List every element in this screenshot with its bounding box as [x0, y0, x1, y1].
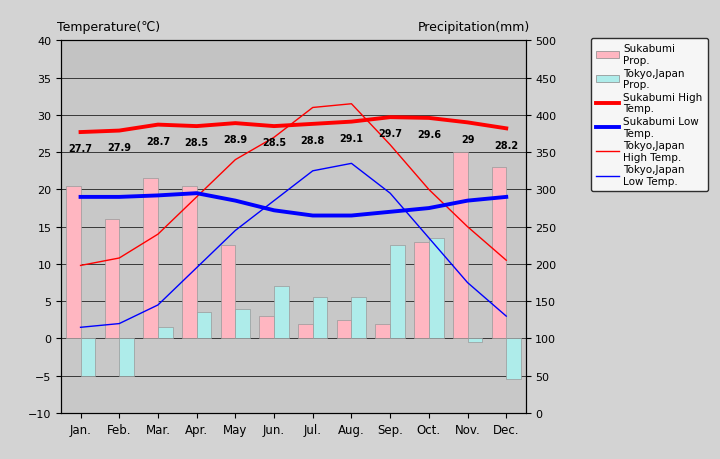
Tokyo,Japan
High Temp. — [463, 224, 472, 230]
Sukabumi Low
Temp. — [425, 206, 433, 211]
Tokyo,Japan
High Temp. — [192, 195, 201, 200]
Sukabumi Low
Temp. — [463, 198, 472, 204]
Text: 29.6: 29.6 — [417, 130, 441, 140]
Bar — [235, 309, 250, 339]
Tokyo,Japan
Low Temp. — [76, 325, 85, 330]
Text: 27.7: 27.7 — [68, 144, 93, 154]
Tokyo,Japan
Low Temp. — [502, 313, 510, 319]
Sukabumi High
Temp. — [115, 129, 124, 134]
Tokyo,Japan
High Temp. — [502, 258, 510, 263]
Bar — [390, 246, 405, 339]
Sukabumi Low
Temp. — [386, 210, 395, 215]
Tokyo,Japan
Low Temp. — [425, 235, 433, 241]
Sukabumi Low
Temp. — [308, 213, 317, 219]
Bar — [120, 339, 134, 376]
Bar — [61, 41, 526, 78]
Sukabumi High
Temp. — [231, 121, 240, 127]
Tokyo,Japan
Low Temp. — [153, 302, 162, 308]
Sukabumi Low
Temp. — [153, 193, 162, 199]
Line: Sukabumi High
Temp.: Sukabumi High Temp. — [81, 118, 506, 133]
Bar — [220, 246, 235, 339]
Text: 29.7: 29.7 — [378, 129, 402, 139]
Bar — [143, 179, 158, 339]
Tokyo,Japan
High Temp. — [347, 102, 356, 107]
Sukabumi Low
Temp. — [192, 191, 201, 196]
Sukabumi Low
Temp. — [502, 195, 510, 200]
Bar — [414, 242, 429, 339]
Line: Tokyo,Japan
Low Temp.: Tokyo,Japan Low Temp. — [81, 164, 506, 328]
Bar — [274, 287, 289, 339]
Bar — [259, 316, 274, 339]
Text: 28.7: 28.7 — [146, 136, 170, 146]
Bar — [312, 298, 328, 339]
Bar — [467, 339, 482, 342]
Sukabumi High
Temp. — [502, 126, 510, 132]
Tokyo,Japan
High Temp. — [153, 232, 162, 237]
Text: 28.9: 28.9 — [223, 135, 248, 145]
Sukabumi High
Temp. — [463, 120, 472, 126]
Bar — [351, 298, 366, 339]
Line: Sukabumi Low
Temp.: Sukabumi Low Temp. — [81, 194, 506, 216]
Bar — [506, 339, 521, 380]
Bar — [492, 168, 506, 339]
Tokyo,Japan
Low Temp. — [386, 191, 395, 196]
Sukabumi Low
Temp. — [76, 195, 85, 200]
Bar — [298, 324, 312, 339]
Tokyo,Japan
High Temp. — [231, 157, 240, 163]
Sukabumi Low
Temp. — [231, 198, 240, 204]
Sukabumi High
Temp. — [347, 120, 356, 125]
Text: 27.9: 27.9 — [107, 142, 131, 152]
Tokyo,Japan
High Temp. — [270, 135, 279, 141]
Tokyo,Japan
Low Temp. — [347, 161, 356, 167]
Text: Precipitation(mm): Precipitation(mm) — [418, 21, 530, 34]
Text: 29.1: 29.1 — [339, 134, 364, 144]
Line: Tokyo,Japan
High Temp.: Tokyo,Japan High Temp. — [81, 105, 506, 266]
Tokyo,Japan
High Temp. — [386, 143, 395, 148]
Text: 28.2: 28.2 — [494, 140, 518, 150]
Tokyo,Japan
High Temp. — [115, 256, 124, 261]
Tokyo,Japan
High Temp. — [425, 187, 433, 193]
Sukabumi High
Temp. — [308, 122, 317, 127]
Sukabumi High
Temp. — [153, 123, 162, 128]
Tokyo,Japan
Low Temp. — [231, 228, 240, 234]
Sukabumi High
Temp. — [192, 124, 201, 129]
Tokyo,Japan
High Temp. — [76, 263, 85, 269]
Bar — [182, 186, 197, 339]
Sukabumi High
Temp. — [76, 130, 85, 135]
Tokyo,Japan
High Temp. — [308, 106, 317, 111]
Bar — [337, 320, 351, 339]
Bar — [66, 186, 81, 339]
Sukabumi Low
Temp. — [115, 195, 124, 200]
Tokyo,Japan
Low Temp. — [115, 321, 124, 327]
Tokyo,Japan
Low Temp. — [192, 265, 201, 271]
Tokyo,Japan
Low Temp. — [463, 280, 472, 285]
Sukabumi Low
Temp. — [270, 208, 279, 213]
Text: 28.8: 28.8 — [301, 136, 325, 146]
Text: 28.5: 28.5 — [262, 138, 286, 148]
Bar — [429, 238, 444, 339]
Tokyo,Japan
Low Temp. — [308, 168, 317, 174]
Bar — [197, 313, 212, 339]
Sukabumi High
Temp. — [270, 124, 279, 129]
Bar — [104, 220, 120, 339]
Bar — [81, 339, 95, 376]
Bar — [158, 328, 173, 339]
Bar — [453, 153, 467, 339]
Legend: Sukabumi
Prop., Tokyo,Japan
Prop., Sukabumi High
Temp., Sukabumi Low
Temp., Toky: Sukabumi Prop., Tokyo,Japan Prop., Sukab… — [591, 39, 708, 192]
Sukabumi High
Temp. — [386, 115, 395, 121]
Tokyo,Japan
Low Temp. — [270, 198, 279, 204]
Sukabumi Low
Temp. — [347, 213, 356, 219]
Sukabumi High
Temp. — [425, 116, 433, 121]
Text: 29: 29 — [461, 134, 474, 144]
Text: 28.5: 28.5 — [184, 138, 209, 148]
Bar — [375, 324, 390, 339]
Text: Temperature(℃): Temperature(℃) — [57, 21, 160, 34]
